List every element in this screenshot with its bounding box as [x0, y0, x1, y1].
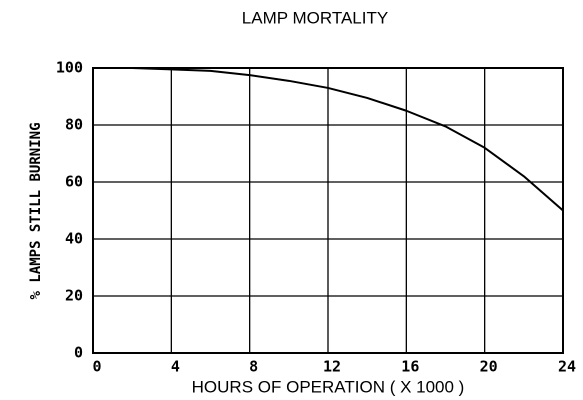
x-tick-label: 8	[249, 358, 258, 376]
x-tick-label: 0	[92, 358, 101, 376]
y-tick-label: 40	[65, 230, 83, 248]
chart-title: LAMP MORTALITY	[242, 8, 388, 27]
y-tick-label: 20	[65, 287, 83, 305]
y-axis-label: % LAMPS STILL BURNING	[28, 122, 44, 299]
x-tick-label: 16	[401, 358, 419, 376]
y-tick-label: 0	[74, 344, 83, 362]
x-tick-label: 24	[558, 358, 576, 376]
x-axis-label: HOURS OF OPERATION ( X 1000 )	[192, 377, 465, 396]
x-tick-label: 4	[171, 358, 180, 376]
x-tick-label: 20	[480, 358, 498, 376]
data-line	[93, 67, 564, 212]
y-tick-label: 100	[56, 59, 83, 77]
x-tick-label: 12	[323, 358, 341, 376]
y-tick-label: 80	[65, 116, 83, 134]
y-tick-label: 60	[65, 173, 83, 191]
